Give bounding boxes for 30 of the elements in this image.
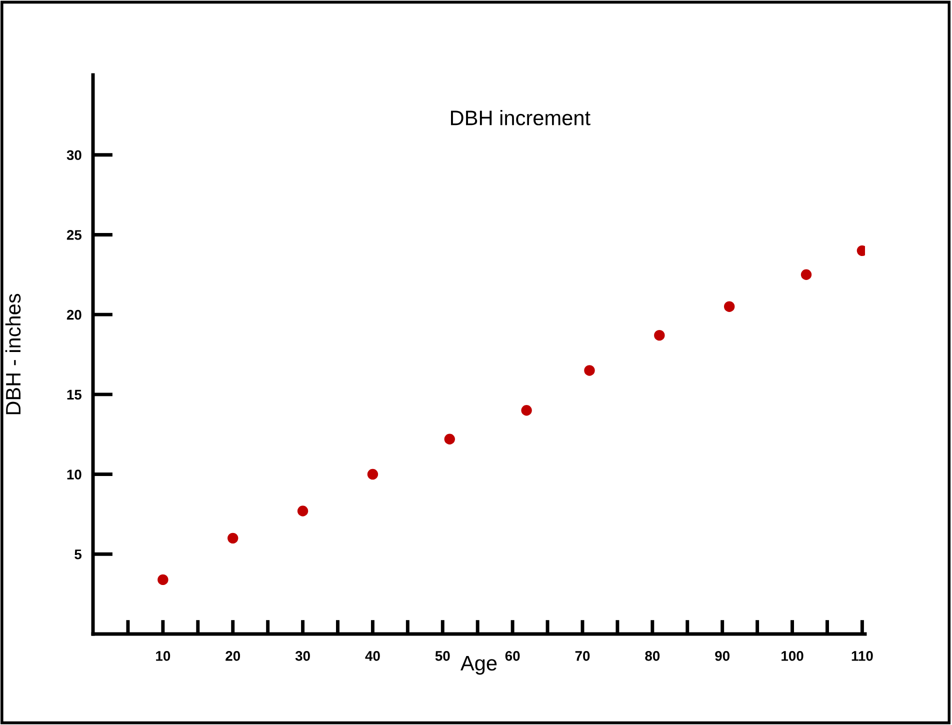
y-tick-label: 25 — [66, 230, 82, 240]
point — [297, 506, 308, 516]
x-tick-label: 20 — [226, 651, 240, 661]
x-tick-label: 70 — [575, 651, 590, 661]
x-tick-label: 10 — [156, 651, 170, 661]
point — [444, 434, 455, 444]
x-tick-label: 60 — [505, 651, 520, 661]
point — [584, 365, 595, 376]
point — [724, 301, 735, 312]
x-tick-label: 110 — [852, 651, 873, 661]
x-tick-label: 50 — [435, 651, 450, 661]
x-tick-label: 90 — [715, 651, 730, 661]
point — [158, 574, 168, 586]
y-axis-title: DBH - inches — [5, 294, 21, 414]
y-tick-label: 30 — [66, 150, 82, 160]
x-tick-label: 40 — [365, 651, 380, 661]
x-tick-label: 30 — [295, 651, 310, 661]
text: DBH increment — [451, 110, 590, 126]
y-tick-label: 20 — [66, 310, 82, 320]
point — [521, 405, 532, 416]
point — [367, 468, 378, 480]
point — [654, 330, 665, 341]
x-tick-label: 100 — [782, 651, 804, 661]
y-tick-label: 10 — [67, 470, 82, 480]
y-tick-label: 5 — [74, 550, 82, 560]
point — [228, 532, 238, 544]
y-tick-label: 15 — [67, 390, 82, 400]
point — [800, 269, 812, 280]
x-tick-label: 80 — [645, 651, 660, 661]
x-axis-title: Age — [460, 656, 497, 675]
